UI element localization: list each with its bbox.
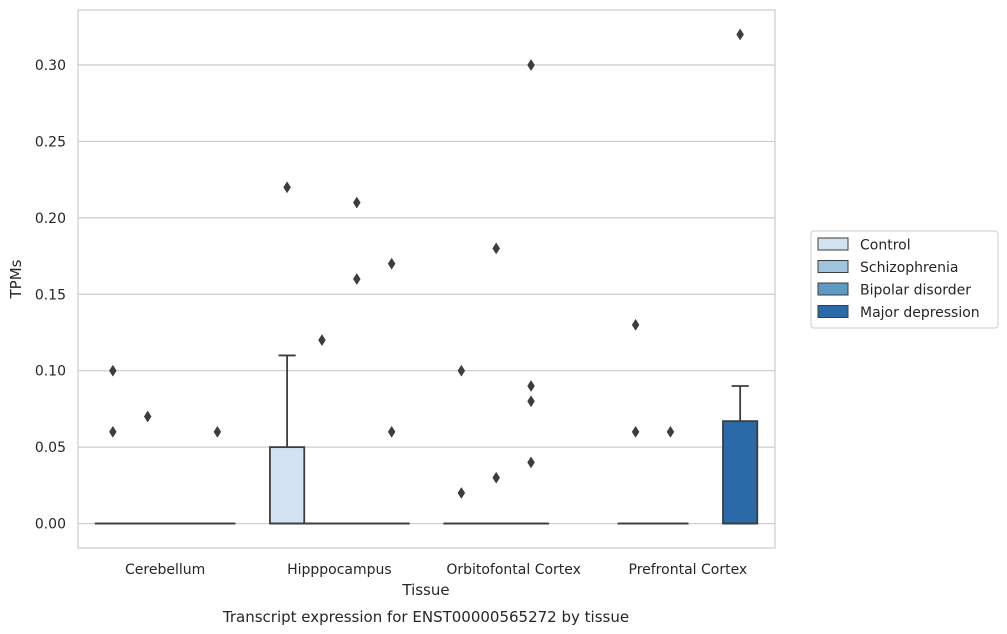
outlier-point: [492, 471, 500, 484]
outlier-point: [492, 242, 500, 255]
y-tick-label: 0.00: [35, 517, 66, 533]
legend-swatch: [817, 237, 849, 251]
box-3-3: [722, 385, 759, 525]
outlier-point: [387, 425, 396, 438]
legend-swatch: [817, 282, 849, 296]
outlier-point: [109, 364, 117, 377]
legend-swatch: [817, 305, 849, 318]
x-tick-label: Prefrontal Cortex: [629, 562, 748, 578]
outlier-point: [283, 181, 291, 194]
y-tick-label: 0.30: [35, 58, 66, 74]
box-body: [269, 446, 306, 525]
outlier-point: [387, 257, 396, 270]
y-tick-label: 0.15: [35, 287, 66, 303]
legend: Control Schizophrenia Bipolar disorder Majo…: [810, 230, 999, 329]
legend-label: Bipolar disorder: [860, 283, 971, 299]
y-tick-label: 0.10: [35, 364, 66, 380]
outlier-point: [527, 59, 535, 71]
x-axis-label: Tissue: [401, 581, 449, 599]
x-tick-label: Cerebellum: [125, 562, 205, 578]
x-axis-ticks: Cerebellum Hipppocampus Orbitofontal Corte…: [125, 562, 747, 578]
legend-items: Control Schizophrenia Bipolar disorder Majo…: [817, 237, 980, 321]
outlier-point: [527, 380, 535, 392]
outlier-point: [318, 334, 326, 347]
outlier-point: [109, 425, 117, 438]
outlier-point: [736, 28, 744, 41]
outlier-point: [527, 395, 535, 408]
outlier-point: [213, 425, 222, 438]
outlier-point: [457, 364, 466, 377]
outlier-point: [631, 318, 640, 331]
legend-frame: [810, 230, 999, 329]
box-body: [722, 420, 759, 525]
y-axis-label: TPMs: [7, 259, 25, 299]
legend-swatch: [817, 260, 849, 273]
x-tick-label: Orbitofontal Cortex: [446, 562, 581, 578]
plot-area-frame: [77, 9, 776, 549]
outlier-points: [109, 28, 744, 499]
chart-caption: Transcript expression for ENST0000056527…: [222, 608, 629, 626]
outlier-point: [143, 410, 152, 423]
legend-label: Control: [860, 238, 911, 254]
y-tick-label: 0.25: [35, 134, 66, 150]
y-axis-ticks: 0.00 0.05 0.10 0.15 0.20 0.25 0.30: [35, 58, 66, 533]
box-0-1: [269, 354, 306, 525]
outlier-point: [457, 487, 466, 499]
outlier-point: [666, 425, 675, 438]
grid-lines: [78, 64, 775, 525]
y-tick-label: 0.20: [35, 211, 66, 227]
legend-label: Major depression: [860, 305, 980, 321]
outlier-point: [631, 425, 640, 438]
outlier-point: [527, 456, 535, 469]
x-tick-label: Hipppocampus: [287, 562, 392, 578]
legend-label: Schizophrenia: [860, 260, 958, 276]
y-tick-label: 0.05: [35, 440, 66, 456]
outlier-point: [353, 273, 361, 285]
outlier-point: [353, 196, 361, 209]
boxes: [94, 354, 759, 525]
